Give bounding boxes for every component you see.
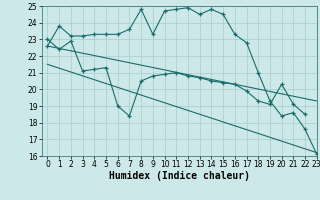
X-axis label: Humidex (Indice chaleur): Humidex (Indice chaleur) xyxy=(109,171,250,181)
